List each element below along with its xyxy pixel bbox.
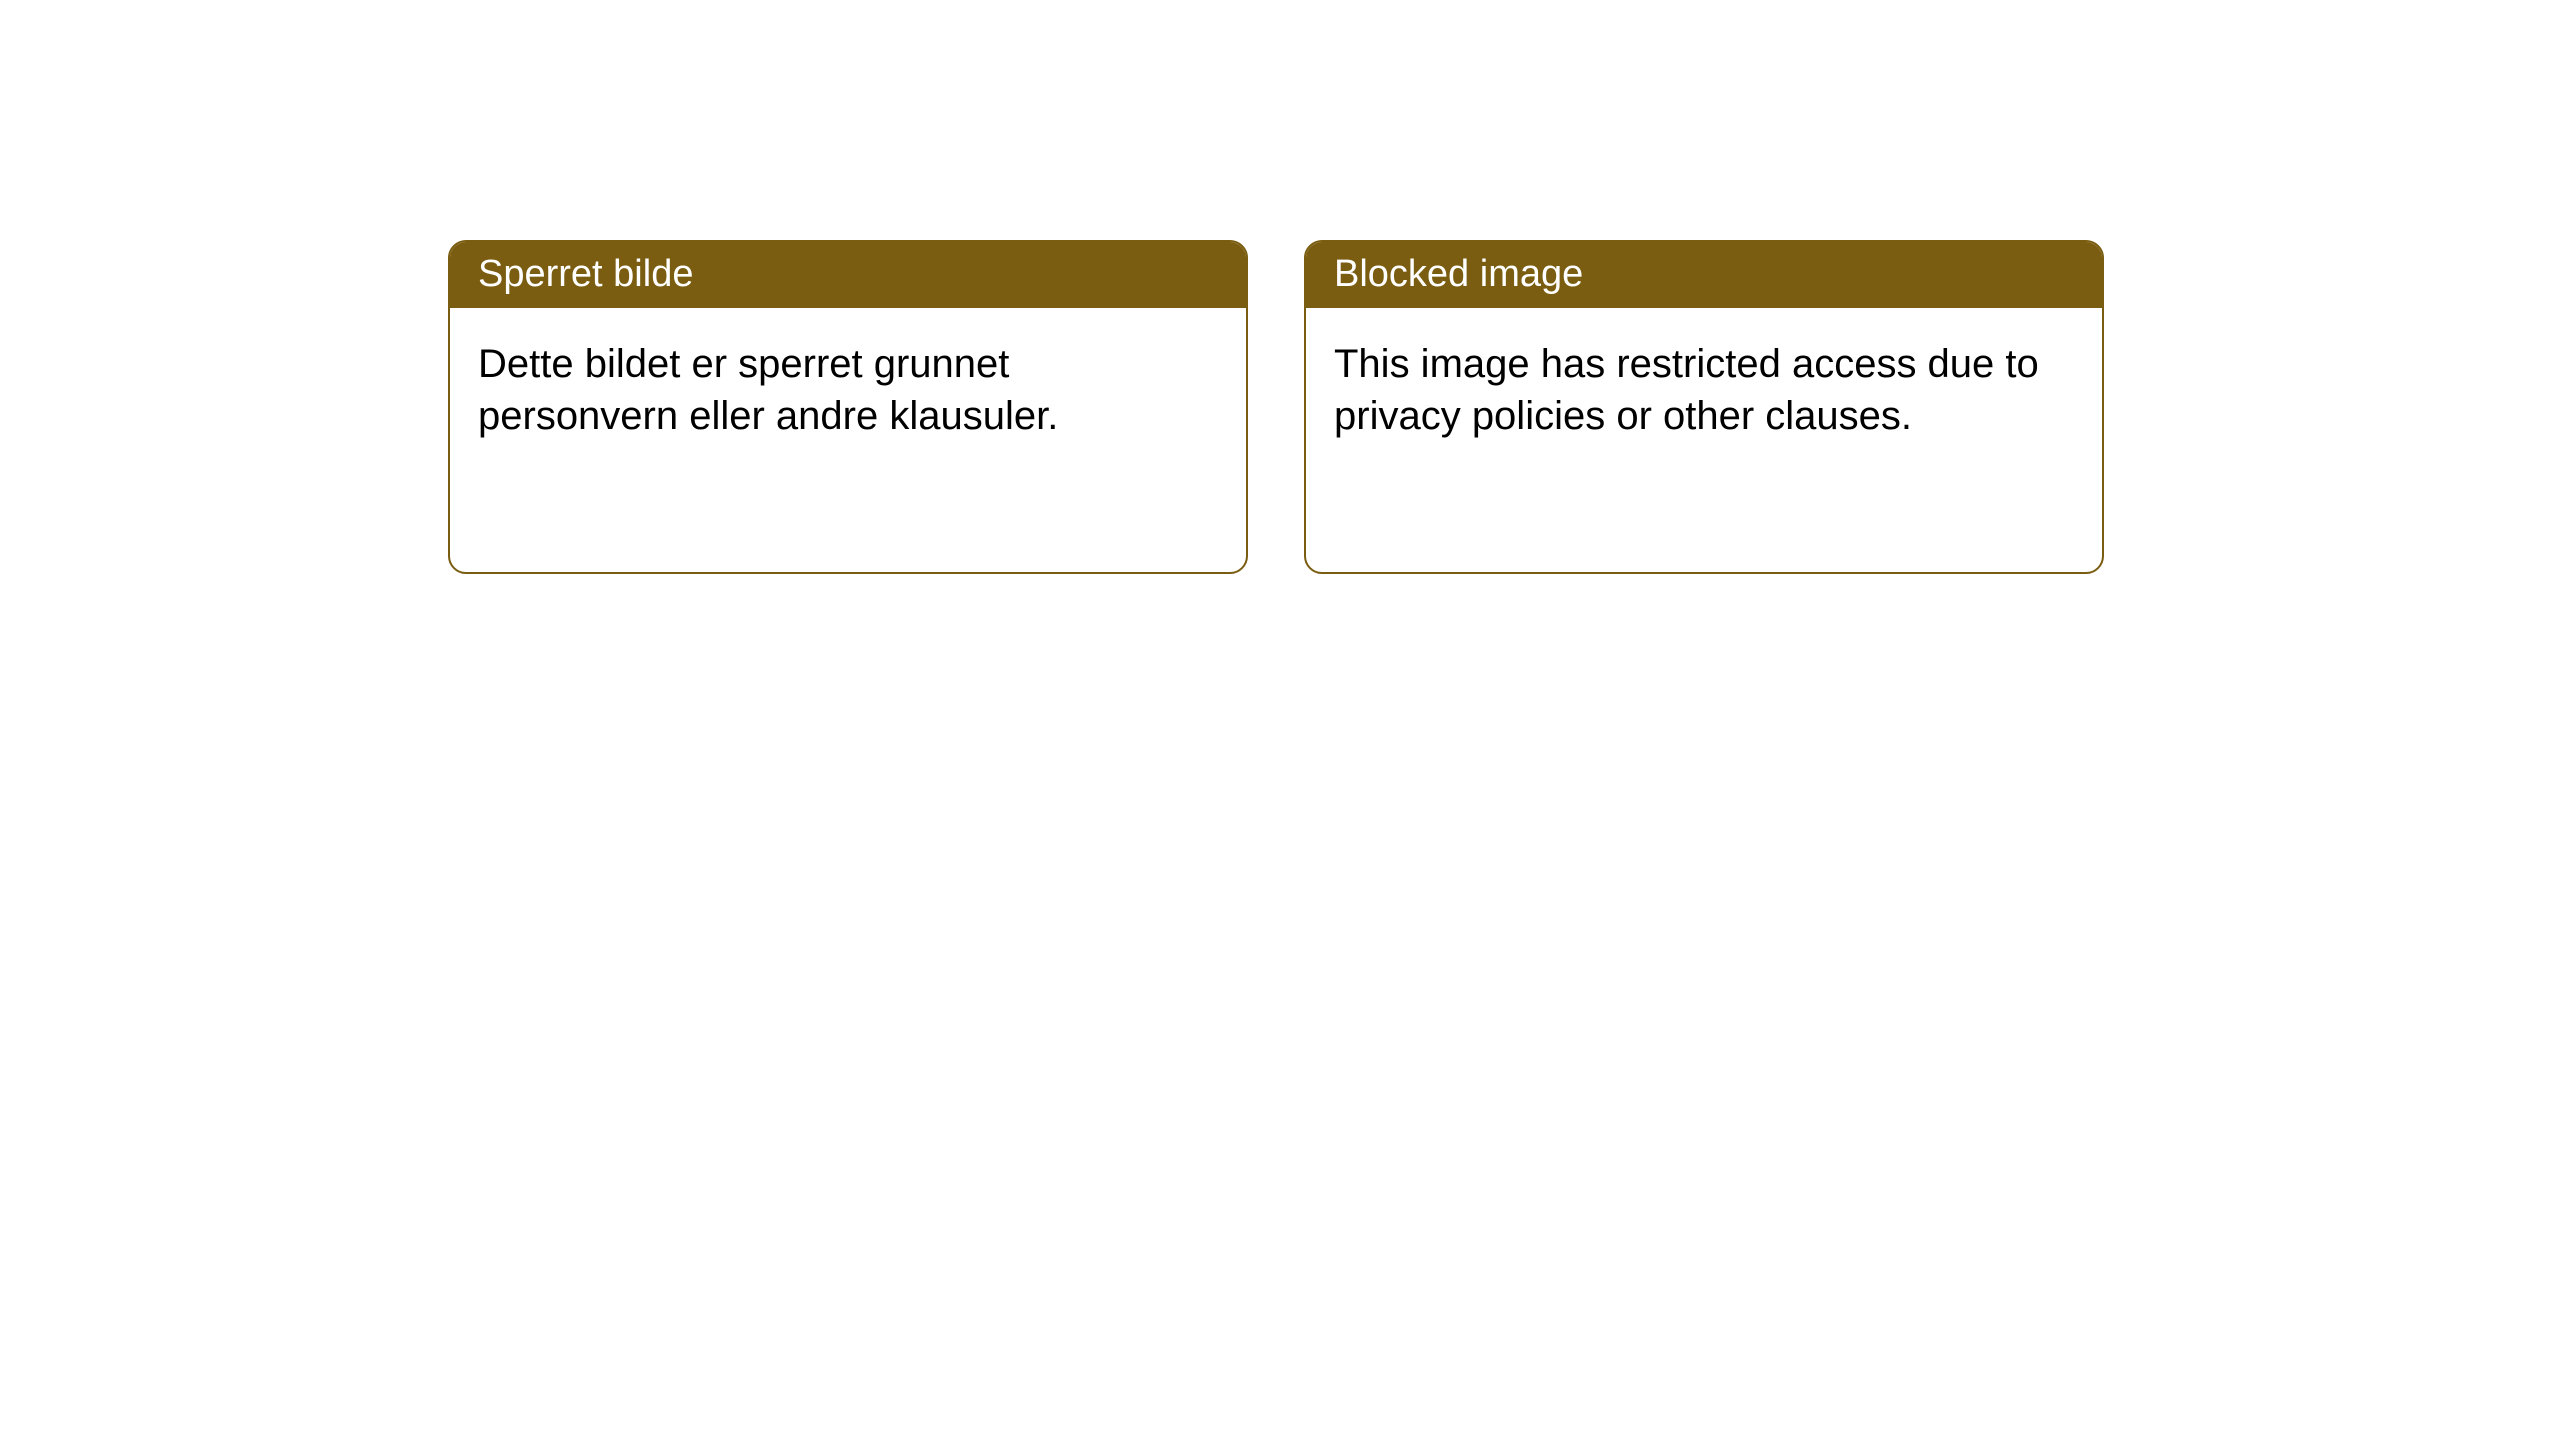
- notice-body: This image has restricted access due to …: [1306, 308, 2102, 472]
- notice-header: Sperret bilde: [450, 242, 1246, 308]
- notice-card-norwegian: Sperret bilde Dette bildet er sperret gr…: [448, 240, 1248, 574]
- notice-container: Sperret bilde Dette bildet er sperret gr…: [0, 0, 2560, 574]
- notice-body: Dette bildet er sperret grunnet personve…: [450, 308, 1246, 472]
- notice-header: Blocked image: [1306, 242, 2102, 308]
- notice-card-english: Blocked image This image has restricted …: [1304, 240, 2104, 574]
